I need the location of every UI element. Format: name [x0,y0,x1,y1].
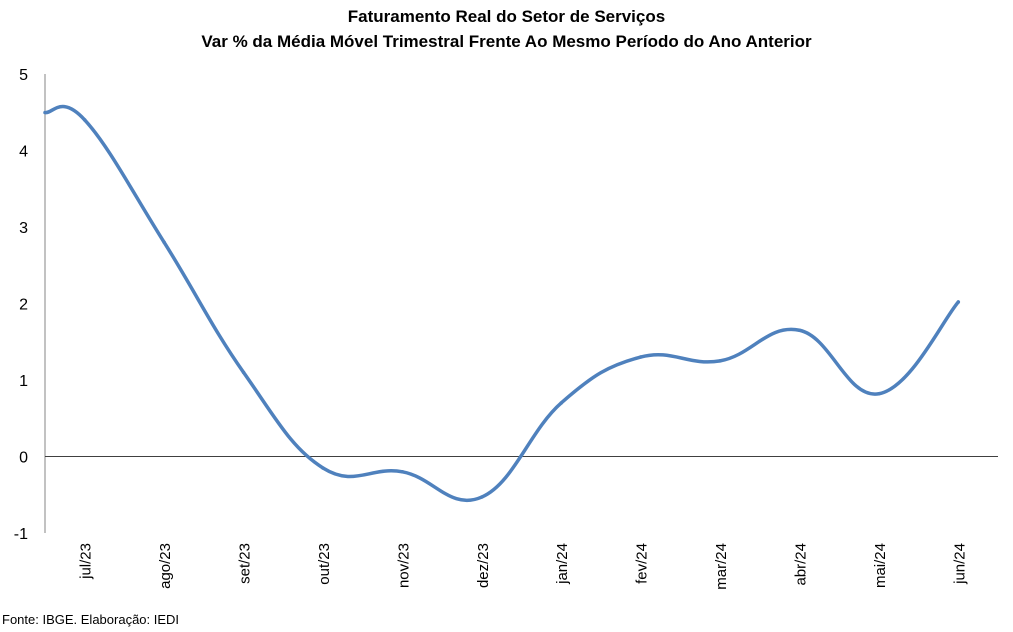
x-tick-label: ago/23 [157,543,174,589]
source-note: Fonte: IBGE. Elaboração: IEDI [2,612,180,627]
x-tick-label: mai/24 [872,543,889,588]
x-tick-label: jul/23 [78,543,95,580]
data-point [718,359,722,363]
y-tick-label: 4 [19,144,28,161]
data-point [877,392,881,396]
y-tick-label: 5 [19,67,28,84]
data-point [321,466,325,470]
x-tick-label: abr/24 [792,543,809,586]
x-tick-label: jan/24 [554,543,571,585]
x-tick-label: nov/23 [395,543,412,588]
x-tick-label: jun/24 [951,543,968,585]
data-point [480,495,484,499]
y-tick-label: 1 [19,373,28,390]
data-point [638,355,643,359]
data-point [400,470,405,474]
y-tick-label: 0 [19,450,28,467]
y-tick-label: -1 [14,526,28,543]
x-tick-label: set/23 [237,543,254,584]
data-point [797,328,802,333]
y-tick-label: 2 [19,297,28,314]
y-tick-label: 3 [19,220,28,237]
data-point [82,118,87,122]
chart-subtitle: Var % da Média Móvel Trimestral Frente A… [201,32,812,51]
data-point [559,401,563,405]
chart-title: Faturamento Real do Setor de Serviços [347,7,666,26]
x-tick-label: fev/24 [634,543,651,584]
data-point [162,240,166,245]
x-tick-label: dez/23 [475,543,492,588]
data-point [241,370,246,375]
x-tick-label: out/23 [316,543,333,585]
series-line [43,104,961,503]
x-tick-label: mar/24 [713,543,730,590]
data-point [956,300,961,304]
